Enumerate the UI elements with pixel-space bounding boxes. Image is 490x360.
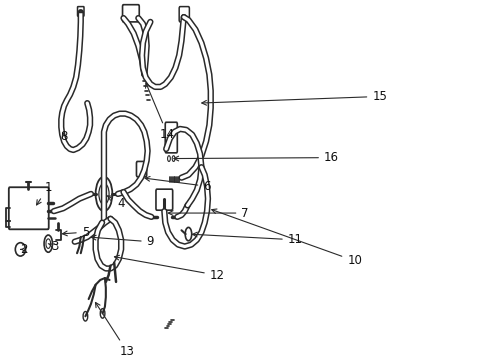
Circle shape bbox=[44, 235, 52, 252]
FancyBboxPatch shape bbox=[165, 122, 177, 153]
FancyBboxPatch shape bbox=[77, 6, 84, 16]
Circle shape bbox=[46, 239, 50, 248]
Text: 15: 15 bbox=[202, 90, 387, 105]
Text: 5: 5 bbox=[63, 226, 89, 239]
FancyBboxPatch shape bbox=[137, 161, 147, 177]
Text: 11: 11 bbox=[193, 232, 303, 246]
Text: 14: 14 bbox=[146, 83, 175, 141]
FancyBboxPatch shape bbox=[179, 6, 190, 22]
Text: 10: 10 bbox=[212, 209, 362, 267]
Circle shape bbox=[96, 177, 112, 211]
FancyBboxPatch shape bbox=[156, 189, 172, 210]
FancyBboxPatch shape bbox=[9, 187, 49, 229]
Text: 12: 12 bbox=[115, 255, 225, 282]
Text: 1: 1 bbox=[37, 181, 52, 205]
FancyBboxPatch shape bbox=[122, 5, 139, 22]
Ellipse shape bbox=[15, 243, 25, 256]
Circle shape bbox=[100, 309, 105, 318]
Text: 13: 13 bbox=[96, 302, 135, 358]
Circle shape bbox=[168, 156, 171, 161]
Text: 9: 9 bbox=[91, 235, 154, 248]
Text: 8: 8 bbox=[60, 130, 68, 143]
Circle shape bbox=[185, 228, 192, 241]
Text: 6: 6 bbox=[145, 176, 211, 193]
Circle shape bbox=[172, 156, 175, 161]
Text: 7: 7 bbox=[169, 207, 249, 220]
Text: 2: 2 bbox=[20, 243, 27, 256]
Circle shape bbox=[99, 184, 109, 204]
Text: 3: 3 bbox=[49, 240, 58, 253]
Text: 4: 4 bbox=[107, 196, 125, 210]
Text: 16: 16 bbox=[174, 151, 339, 164]
Circle shape bbox=[83, 311, 88, 321]
